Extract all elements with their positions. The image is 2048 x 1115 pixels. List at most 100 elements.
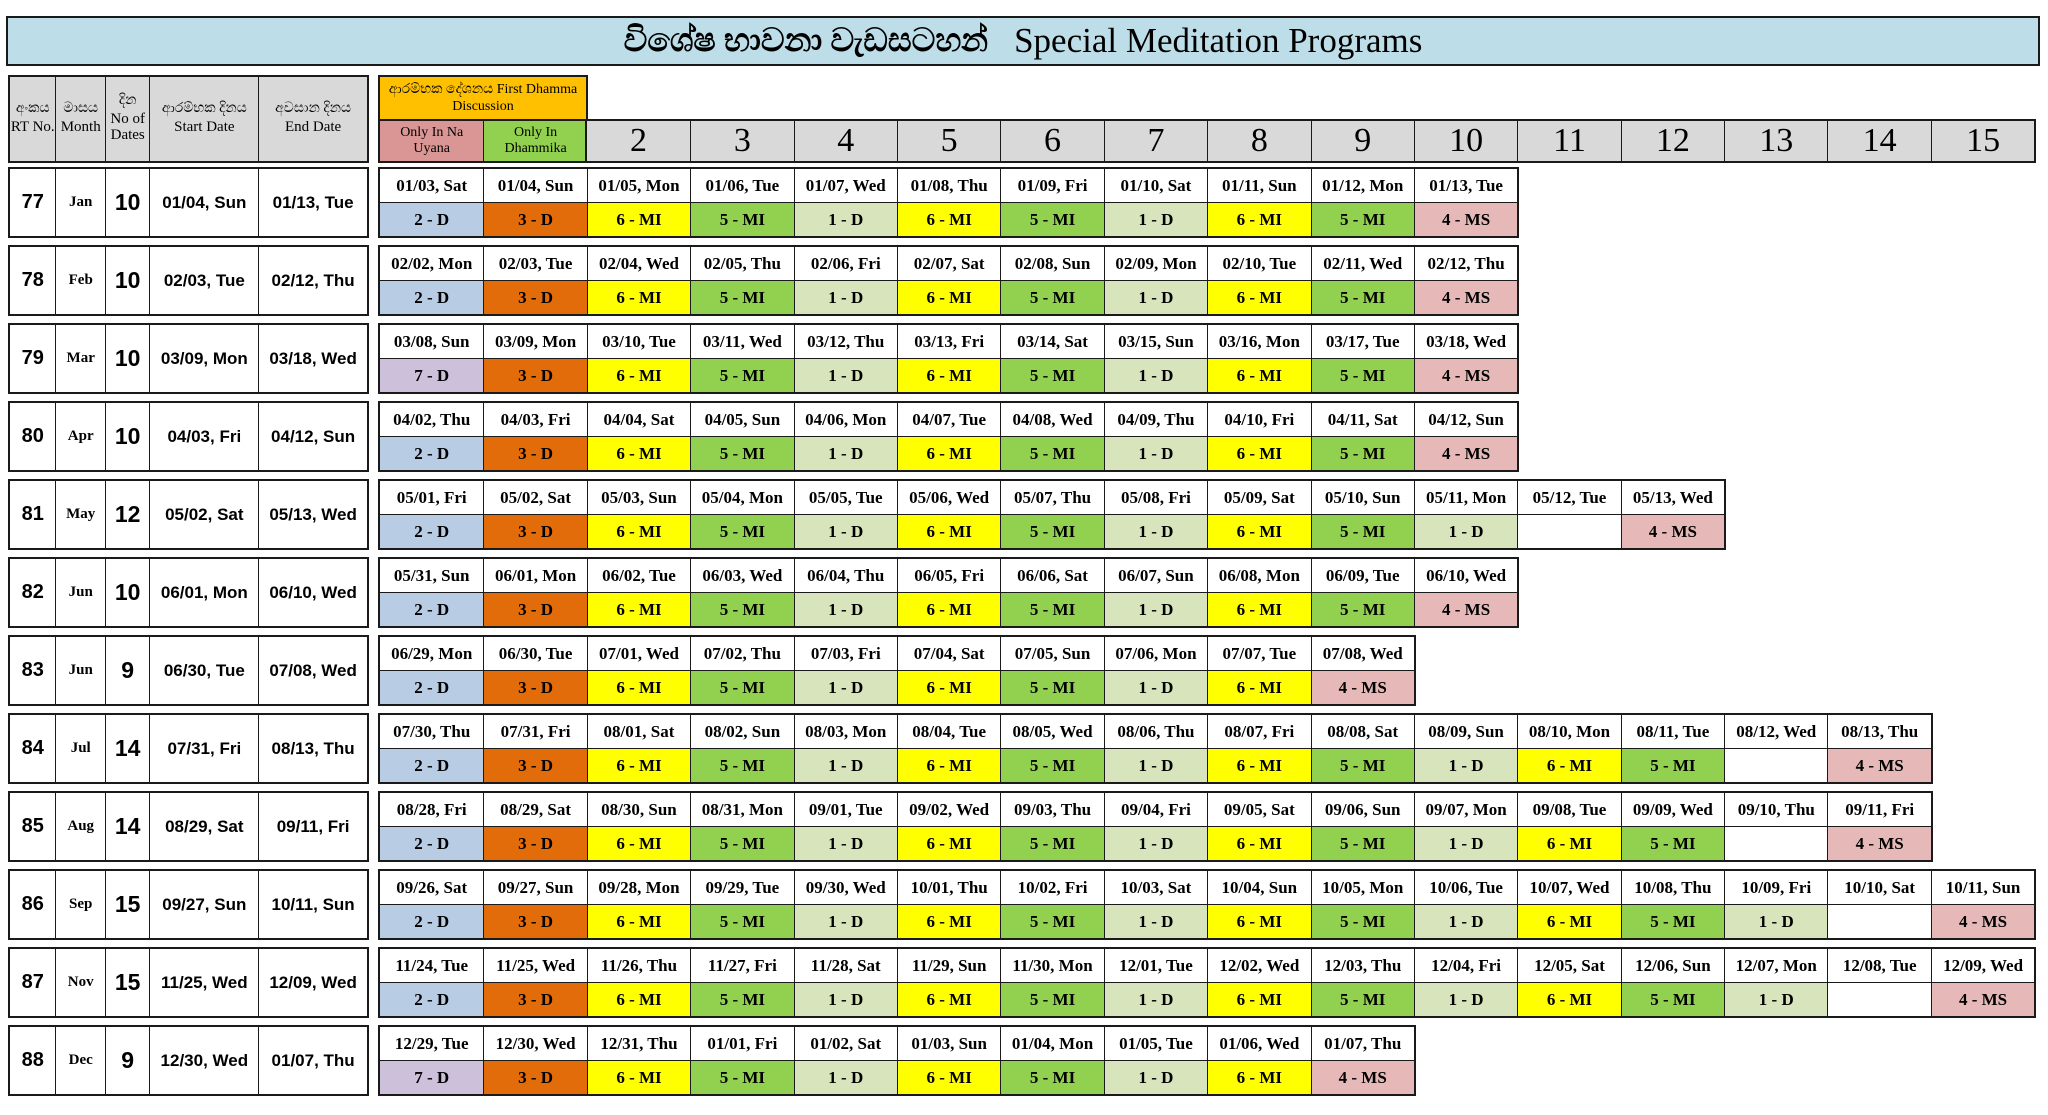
day-date: 02/04, Wed (587, 247, 691, 281)
day-date: 09/30, Wed (794, 871, 897, 905)
discussion-options-header: Only In Na Uyana Only In Dhammika (378, 119, 589, 163)
day-date: 11/30, Mon (1001, 949, 1104, 983)
day-code: 4 - MS (1414, 593, 1518, 626)
day-code: 6 - MI (897, 671, 1001, 704)
day-code: 6 - MI (1208, 983, 1311, 1016)
day-date: 07/31, Fri (484, 715, 587, 749)
day-code: 1 - D (1414, 983, 1518, 1016)
day-date: 10/01, Thu (897, 871, 1001, 905)
day-date: 09/06, Sun (1311, 793, 1414, 827)
day-code: 5 - MI (1621, 983, 1725, 1016)
day-code: 6 - MI (1208, 359, 1311, 392)
day-date: 10/05, Mon (1311, 871, 1414, 905)
day-cell: 03/16, Mon 6 - MI (1207, 325, 1311, 392)
day-cell: 02/04, Wed 6 - MI (586, 247, 691, 314)
day-date: 08/28, Fri (380, 793, 484, 827)
first-dhamma-discussion-header: ආරම්භක දේශනය First Dhamma Discussion (378, 75, 588, 121)
day-cell: 01/03, Sun 6 - MI (896, 1027, 1001, 1094)
end-date: 08/13, Thu (258, 715, 367, 782)
day-cell: 05/13, Wed 4 - MS (1620, 481, 1725, 548)
rt-number: 87 (21, 971, 44, 993)
day-date: 09/01, Tue (794, 793, 897, 827)
day-code: 6 - MI (1208, 749, 1311, 782)
day-cell: 09/03, Thu 5 - MI (1000, 793, 1104, 860)
day-code: 1 - D (1414, 905, 1518, 938)
day-date: 12/06, Sun (1621, 949, 1725, 983)
day-code: 1 - D (1104, 749, 1208, 782)
day-date: 11/28, Sat (794, 949, 897, 983)
day-date: 06/06, Sat (1001, 559, 1104, 593)
day-date: 09/05, Sat (1208, 793, 1311, 827)
day-code: 4 - MS (1414, 359, 1518, 392)
day-cell: 08/02, Sun 5 - MI (690, 715, 794, 782)
day-cell: 10/03, Sat 1 - D (1103, 871, 1208, 938)
day-cell: 08/28, Fri 2 - D (380, 793, 484, 860)
day-cell: 08/08, Sat 5 - MI (1310, 715, 1414, 782)
month: Jan (55, 169, 104, 236)
day-code: 1 - D (794, 281, 897, 314)
day-code: 1 - D (794, 437, 897, 470)
day-code: 6 - MI (897, 437, 1001, 470)
day-cell: 07/31, Fri 3 - D (483, 715, 587, 782)
table-header-left: අංකය RT No. මාසය Month දින No of Dates ආරම්භක … (8, 75, 369, 163)
day-date: 05/10, Sun (1311, 481, 1414, 515)
day-date: 12/01, Tue (1104, 949, 1208, 983)
start-date: 01/04, Sun (149, 169, 258, 236)
day-number-12: 12 (1620, 121, 1725, 161)
day-cell: 04/06, Mon 1 - D (793, 403, 897, 470)
day-date: 01/04, Sun (484, 169, 587, 203)
day-number-15: 15 (1930, 121, 2035, 161)
program-info: 88 Dec 9 12/30, Wed 01/07, Thu (8, 1025, 369, 1096)
day-date: 07/01, Wed (587, 637, 691, 671)
day-date: 09/26, Sat (380, 871, 484, 905)
day-cell: 02/11, Wed 5 - MI (1310, 247, 1414, 314)
day-cell: 04/10, Fri 6 - MI (1207, 403, 1311, 470)
day-date: 06/30, Tue (484, 637, 587, 671)
month: Nov (55, 949, 104, 1016)
day-date: 01/08, Thu (897, 169, 1001, 203)
day-cell: 06/05, Fri 6 - MI (896, 559, 1001, 626)
program-info: 80 Apr 10 04/03, Fri 04/12, Sun (8, 401, 369, 472)
program-row-88: 88 Dec 9 12/30, Wed 01/07, Thu 12/29, Tue 7 - … (8, 1025, 2036, 1096)
no-of-dates: 9 (104, 637, 150, 704)
day-cell: 03/11, Wed 5 - MI (690, 325, 794, 392)
day-code: 3 - D (484, 827, 587, 860)
day-date: 04/05, Sun (691, 403, 794, 437)
day-code: 5 - MI (1001, 437, 1104, 470)
program-info: 87 Nov 15 11/25, Wed 12/09, Wed (8, 947, 369, 1018)
day-code: 3 - D (484, 359, 587, 392)
day-cell: 07/02, Thu 5 - MI (690, 637, 794, 704)
end-date: 07/08, Wed (258, 637, 367, 704)
month: Jun (55, 559, 104, 626)
day-code: 5 - MI (1311, 749, 1414, 782)
day-cell: 05/06, Wed 6 - MI (896, 481, 1001, 548)
header-column-month: මාසය Month (55, 77, 104, 161)
day-date: 02/03, Tue (484, 247, 587, 281)
start-date: 11/25, Wed (149, 949, 258, 1016)
day-cell: 01/04, Sun 3 - D (483, 169, 587, 236)
program-row-77: 77 Jan 10 01/04, Sun 01/13, Tue 01/03, Sat 2 -… (8, 167, 2036, 238)
day-cell: 01/07, Thu 4 - MS (1310, 1027, 1414, 1094)
day-cell: 07/05, Sun 5 - MI (1000, 637, 1104, 704)
day-code: 5 - MI (1311, 593, 1414, 626)
day-code: 5 - MI (1001, 203, 1104, 236)
day-cell: 01/03, Sat 2 - D (380, 169, 484, 236)
day-date: 03/15, Sun (1104, 325, 1208, 359)
day-code: 5 - MI (1001, 827, 1104, 860)
day-cell: 08/12, Wed (1724, 715, 1828, 782)
day-code: 5 - MI (1001, 749, 1104, 782)
day-cell: 08/06, Thu 1 - D (1103, 715, 1208, 782)
no-of-dates: 10 (104, 325, 150, 392)
day-date: 11/24, Tue (380, 949, 484, 983)
program-info: 79 Mar 10 03/09, Mon 03/18, Wed (8, 323, 369, 394)
day-cell: 04/05, Sun 5 - MI (690, 403, 794, 470)
month: Jul (55, 715, 104, 782)
day-date: 07/07, Tue (1208, 637, 1311, 671)
day-number-11: 11 (1517, 121, 1621, 161)
day-code: 5 - MI (1311, 281, 1414, 314)
day-cell: 07/07, Tue 6 - MI (1207, 637, 1311, 704)
day-cell: 11/29, Sun 6 - MI (896, 949, 1001, 1016)
day-cell: 12/07, Mon 1 - D (1724, 949, 1828, 1016)
day-cell: 03/12, Thu 1 - D (793, 325, 897, 392)
day-code: 5 - MI (691, 359, 794, 392)
